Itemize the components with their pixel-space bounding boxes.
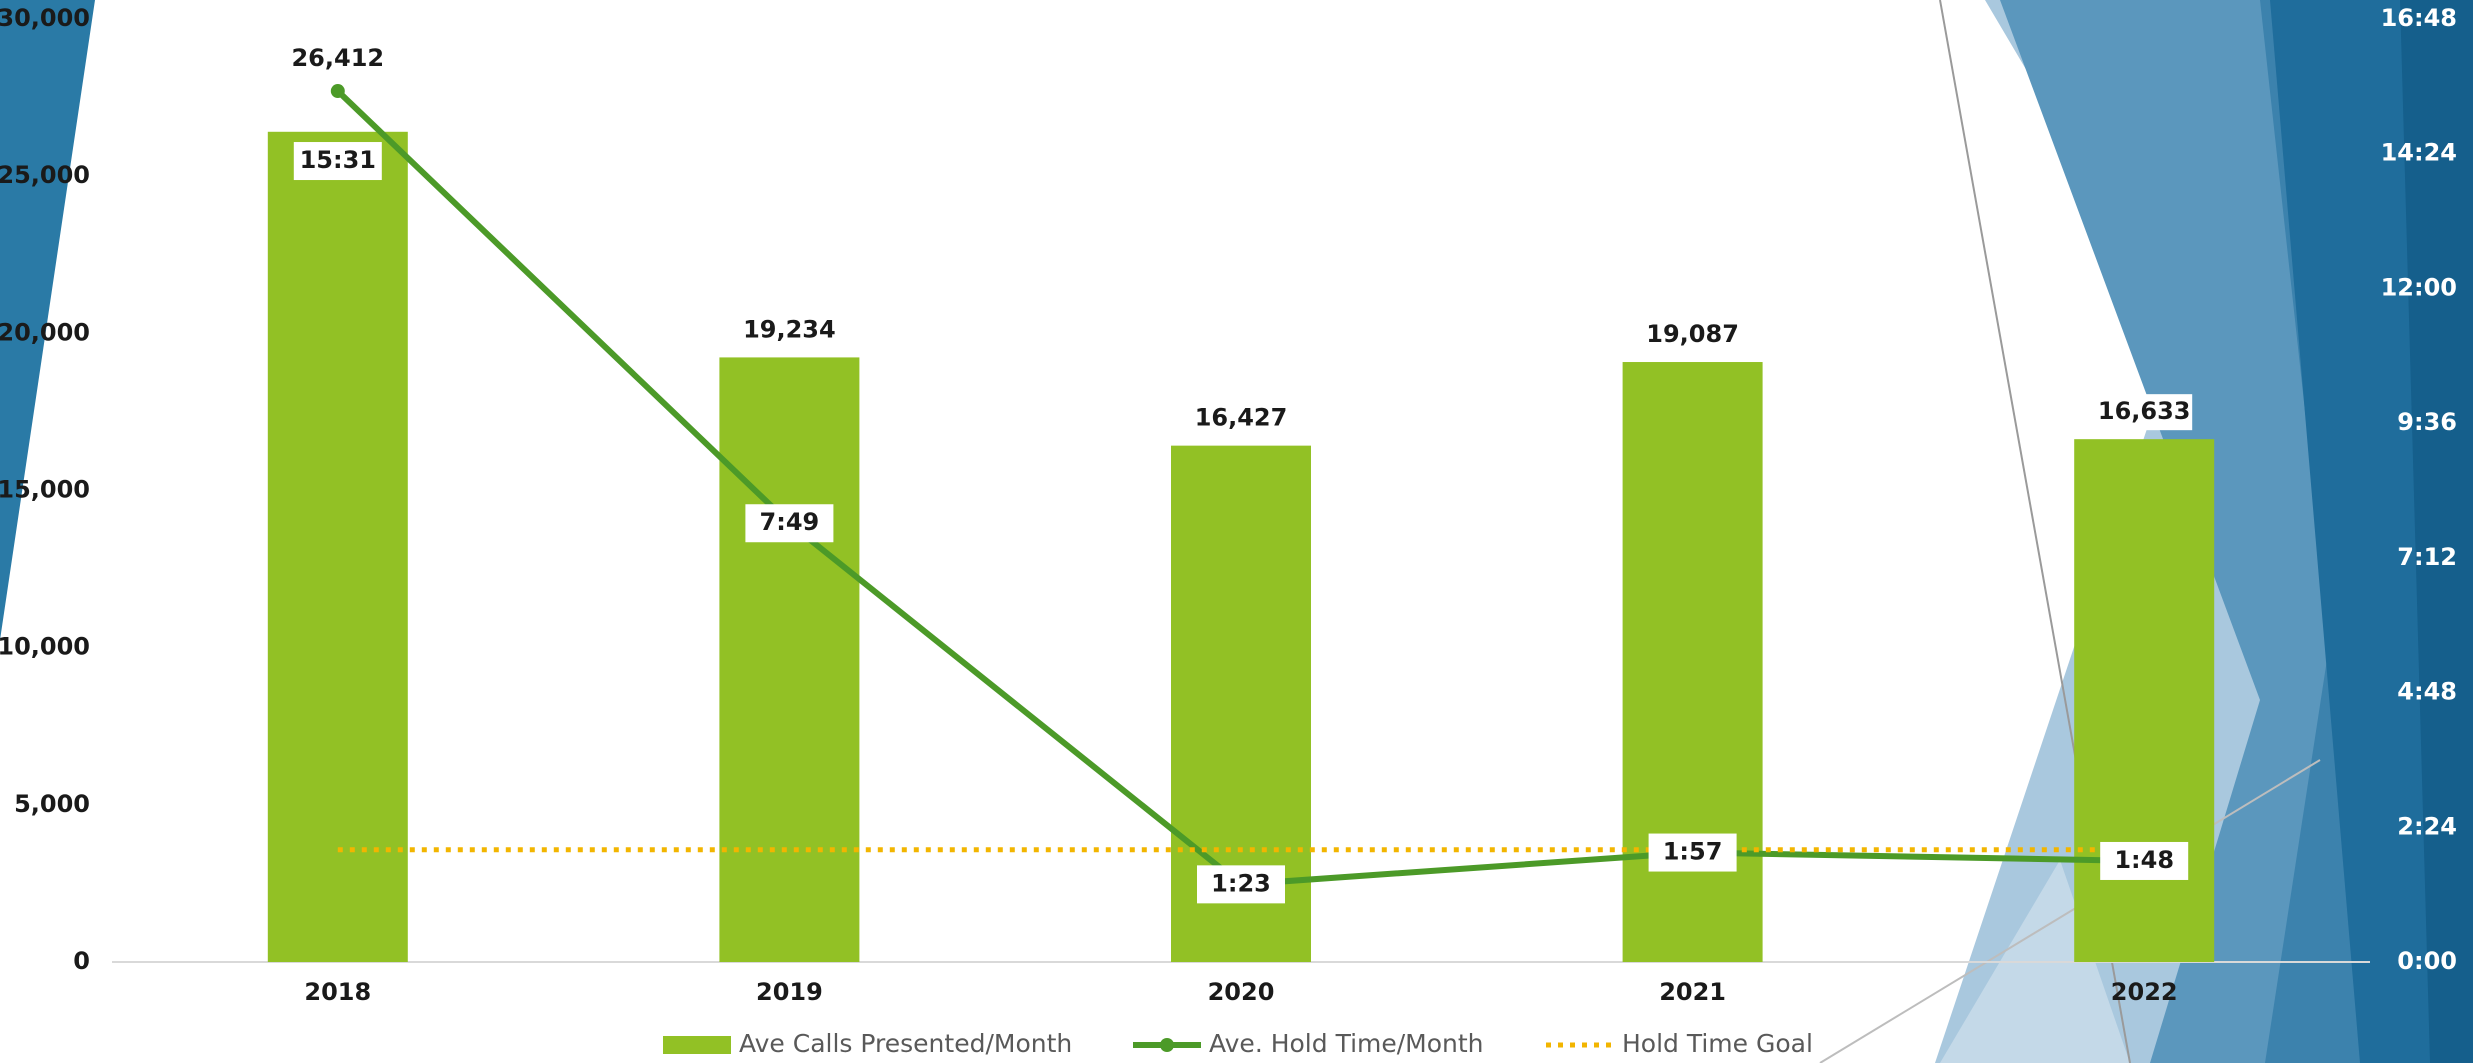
bar-value-label: 19,234 <box>743 315 836 343</box>
label-box <box>1648 833 1737 872</box>
x-tick-label: 2018 <box>304 978 371 1006</box>
line-value-label: 1:23 <box>1211 869 1271 897</box>
bar-value-label: 16,427 <box>1195 404 1288 432</box>
y2-tick-label: 16:48 <box>2381 4 2457 32</box>
legend-label: Hold Time Goal <box>1622 1029 1813 1058</box>
label-box <box>293 142 382 181</box>
legend-swatch-marker <box>1160 1038 1174 1052</box>
bar <box>719 357 860 962</box>
label-box <box>2096 394 2193 431</box>
bar-value-label: 19,087 <box>1646 320 1739 348</box>
bar-value-label: 16,633 <box>2098 397 2191 425</box>
line-value-label: 1:48 <box>2114 846 2174 874</box>
y-tick-label: 30,000 <box>0 4 90 32</box>
x-tick-label: 2019 <box>756 978 823 1006</box>
y2-tick-label: 9:36 <box>2397 408 2457 436</box>
y2-tick-label: 2:24 <box>2397 812 2457 840</box>
y-tick-label: 25,000 <box>0 161 90 189</box>
x-tick-label: 2020 <box>1208 978 1275 1006</box>
legend-label: Ave. Hold Time/Month <box>1209 1029 1484 1058</box>
y2-tick-label: 0:00 <box>2397 947 2457 975</box>
bar <box>1622 362 1763 962</box>
y-tick-label: 20,000 <box>0 318 90 346</box>
label-box <box>2100 841 2189 880</box>
y2-tick-label: 14:24 <box>2381 139 2457 167</box>
y-tick-label: 10,000 <box>0 633 90 661</box>
bar-value-label: 26,412 <box>291 44 384 72</box>
y-tick-label: 15,000 <box>0 476 90 504</box>
legend-label: Ave Calls Presented/Month <box>739 1029 1072 1058</box>
line-marker <box>330 84 345 99</box>
line-value-label: 7:49 <box>760 508 820 536</box>
bar <box>267 131 408 962</box>
line-value-label: 1:57 <box>1663 838 1723 866</box>
y-tick-label: 5,000 <box>14 790 90 818</box>
legend-swatch <box>663 1036 731 1054</box>
x-tick-label: 2021 <box>1659 978 1726 1006</box>
line-value-label: 15:31 <box>300 146 376 174</box>
y2-tick-label: 4:48 <box>2397 678 2457 706</box>
x-tick-label: 2022 <box>2111 978 2178 1006</box>
y-tick-label: 0 <box>73 947 90 975</box>
y2-tick-label: 7:12 <box>2397 543 2457 571</box>
label-box <box>1197 865 1285 904</box>
label-box <box>745 504 834 543</box>
bar <box>2074 439 2215 962</box>
y2-tick-label: 12:00 <box>2381 273 2457 301</box>
